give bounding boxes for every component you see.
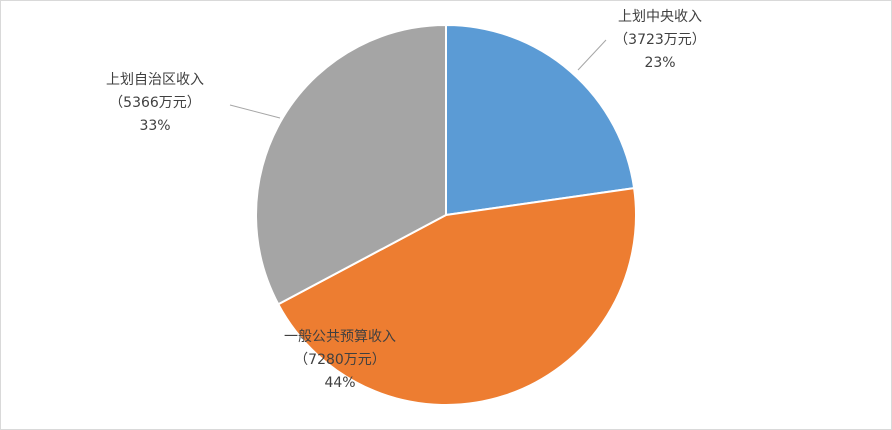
- pie-slice: [445, 23, 636, 217]
- leader-line: [229, 104, 281, 119]
- slice-value-label: （5366万元）: [109, 95, 201, 111]
- slice-value-label: （7280万元）: [294, 352, 386, 368]
- pie-slice: [255, 23, 447, 306]
- slice-category-label: 上划中央收入: [618, 9, 702, 25]
- slice-category-label: 一般公共预算收入: [284, 329, 396, 345]
- leader-line: [577, 39, 607, 71]
- slice-value-label: （3723万元）: [614, 32, 706, 48]
- slice-percent-label: 33%: [139, 118, 170, 134]
- slice-percent-label: 23%: [644, 55, 675, 71]
- slice-category-label: 上划自治区收入: [106, 72, 204, 88]
- pie-slice: [276, 187, 637, 406]
- slice-percent-label: 44%: [324, 375, 355, 391]
